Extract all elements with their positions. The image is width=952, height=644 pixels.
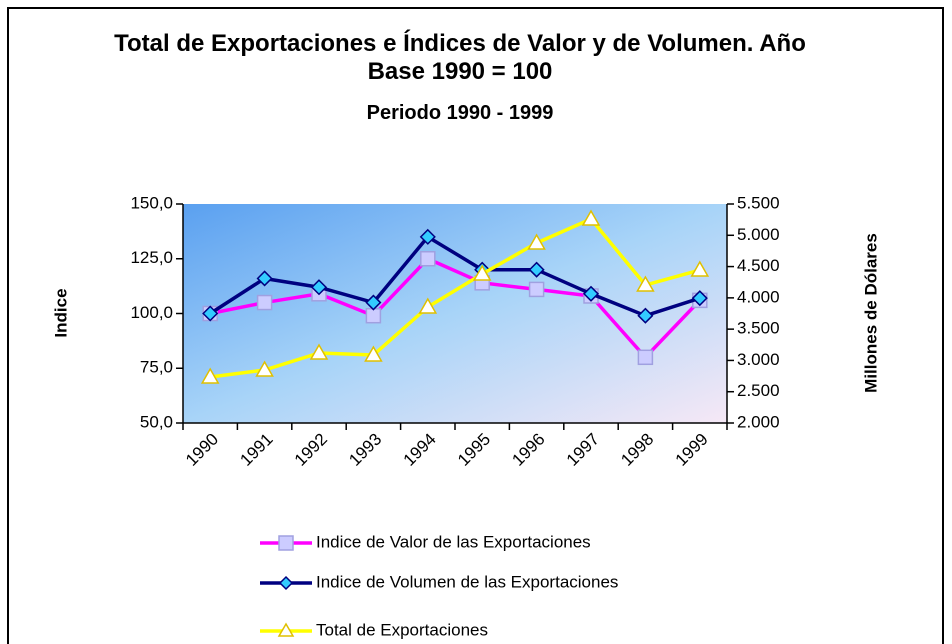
data-point [364,345,383,362]
legend-marker [278,575,294,591]
legend-marker [278,535,294,551]
y2-tick-label: 3.500 [737,319,780,338]
data-point [200,367,220,384]
data-point [528,261,545,278]
data-point [581,209,601,226]
data-point [637,349,654,366]
y2-tick-label: 4.000 [737,287,780,306]
data-point [690,260,710,277]
data-point [202,305,219,322]
data-point [637,307,654,324]
y-tick-label: 125,0 [130,248,173,267]
legend-marker [277,622,295,637]
series-line [209,216,701,379]
y2-tick-label: 2.500 [737,381,780,400]
y2-tick-label: 2.000 [737,412,780,431]
chart-subtitle: Periodo 1990 - 1999 [366,102,554,124]
data-point [365,294,382,311]
data-point [582,285,600,302]
y-tick-label: 50,0 [140,412,173,431]
series-line [209,256,702,360]
y2-tick-label: 4.500 [737,256,780,275]
data-point [420,251,436,267]
legend-label: Total de Exportaciones [316,620,488,639]
data-point [691,290,708,307]
legend-label: Indice de Volumen de las Exportaciones [316,572,618,591]
data-point [636,275,655,292]
data-point [418,297,438,314]
series-line [209,234,701,318]
data-point [472,264,492,281]
data-point [365,307,382,324]
y2-tick-label: 5.500 [737,193,780,212]
data-point [310,279,328,296]
y2-tick-label: 3.000 [737,350,780,369]
y2-tick-label: 5.000 [737,225,780,244]
chart-title: Total de Exportaciones e Índices de Valo… [114,30,806,85]
legend-label: Indice de Valor de las Exportaciones [316,532,591,551]
data-point [527,233,546,250]
y2-axis-title: Millones de Dólares [861,233,880,393]
y-tick-label: 100,0 [130,303,173,322]
data-point [256,294,273,311]
y-axis-title: Indice [51,288,70,337]
y-tick-label: 150,0 [130,193,173,212]
data-point [528,281,545,298]
y-tick-label: 75,0 [140,358,173,377]
data-point [255,360,274,377]
data-point [256,270,273,287]
data-point [309,343,329,360]
data-point [419,228,436,245]
